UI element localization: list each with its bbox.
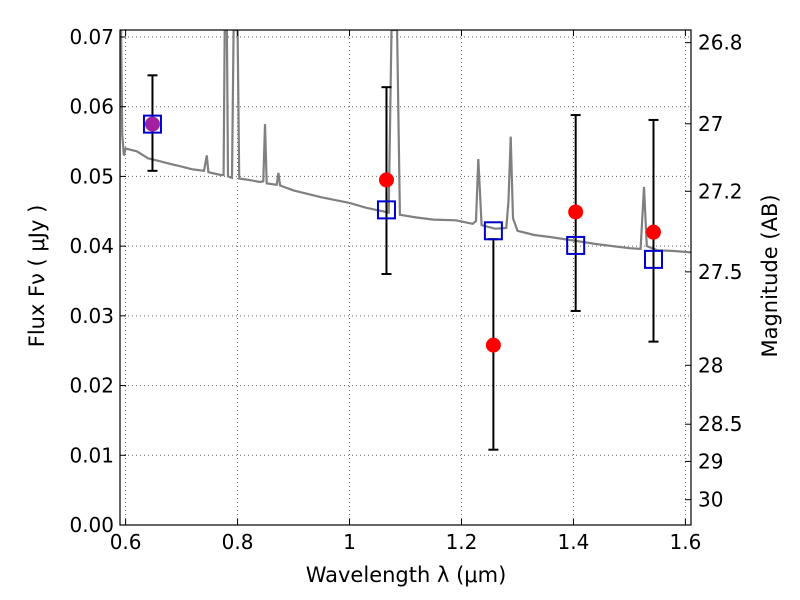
right-tick-label: 29 [698,449,723,473]
x-tick-label: 1 [343,530,356,554]
x-axis-label: Wavelength λ (μm) [306,563,507,587]
observed-point [144,116,160,132]
y-tick-label: 0.05 [69,164,114,188]
y-tick-label: 0.02 [69,374,114,398]
right-tick-label: 27.2 [698,179,743,203]
right-tick-label: 30 [698,488,723,512]
spectrum-layer [120,30,691,254]
right-axis-label: Magnitude (AB) [758,194,782,357]
y-tick-label: 0.06 [69,95,114,119]
spectrum-line [120,30,691,254]
y-tick-label: 0.01 [69,443,114,467]
x-axis-ticks: 0.6 0.8 1 1.2 1.4 1.6 [110,30,701,554]
y-tick-label: 0.00 [69,513,114,537]
model-point [142,114,162,134]
y-axis-label: Flux Fν ( μJy ) [25,205,49,348]
right-tick-label: 26.8 [698,31,743,55]
model-point [643,249,663,269]
x-tick-label: 0.6 [110,530,142,554]
y-tick-label: 0.03 [69,304,114,328]
grid-lines [120,30,691,525]
y-tick-label: 0.07 [69,25,114,49]
right-tick-label: 28 [698,353,723,377]
model-point [566,235,586,255]
right-tick-label: 27.5 [698,260,743,284]
observed-point [485,337,501,353]
observed-point [568,204,584,220]
y-axis-ticks: 0.00 0.01 0.02 0.03 0.04 0.05 0.06 0.07 [69,25,126,537]
x-tick-label: 1.6 [669,530,701,554]
x-tick-label: 1.4 [558,530,590,554]
right-tick-label: 28.5 [698,412,743,436]
model-points [142,114,663,269]
x-tick-label: 0.8 [222,530,254,554]
observed-points [144,116,661,353]
observed-point [645,224,661,240]
right-axis-ticks: 26.8 27 27.2 27.5 28 28.5 29 30 [685,31,743,512]
plot-frame [119,29,692,526]
observed-point [378,172,394,188]
x-tick-label: 1.2 [446,530,478,554]
model-point [376,200,396,220]
model-point [483,221,503,241]
y-tick-label: 0.04 [69,234,114,258]
right-tick-label: 27 [698,112,723,136]
